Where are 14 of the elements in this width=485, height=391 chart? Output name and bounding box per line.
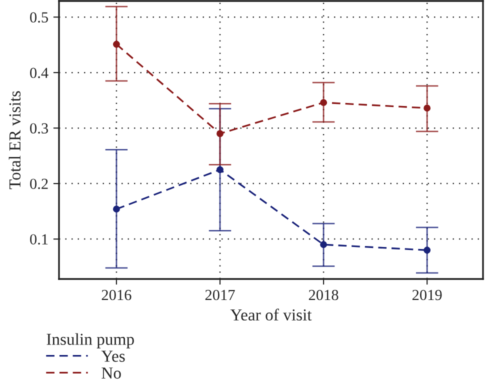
x-tick-label: 2018 xyxy=(308,290,338,300)
legend-label: No xyxy=(102,368,121,379)
y-tick-label: 0.4 xyxy=(30,68,48,78)
y-tick-label: 0.5 xyxy=(30,12,48,23)
y-tick-label: 0.1 xyxy=(30,234,48,245)
x-tick-label: 2019 xyxy=(412,290,442,300)
y-axis-title: Total ER visits xyxy=(8,91,21,190)
x-tick-label: 2017 xyxy=(205,290,235,300)
legend-label: Yes xyxy=(101,350,125,362)
legend-title: Insulin pump xyxy=(46,333,134,348)
y-tick-label: 0.2 xyxy=(30,178,48,190)
x-axis-title: Year of visit xyxy=(230,308,312,321)
x-tick-label: 2016 xyxy=(102,290,132,300)
y-tick-label: 0.3 xyxy=(30,123,48,134)
